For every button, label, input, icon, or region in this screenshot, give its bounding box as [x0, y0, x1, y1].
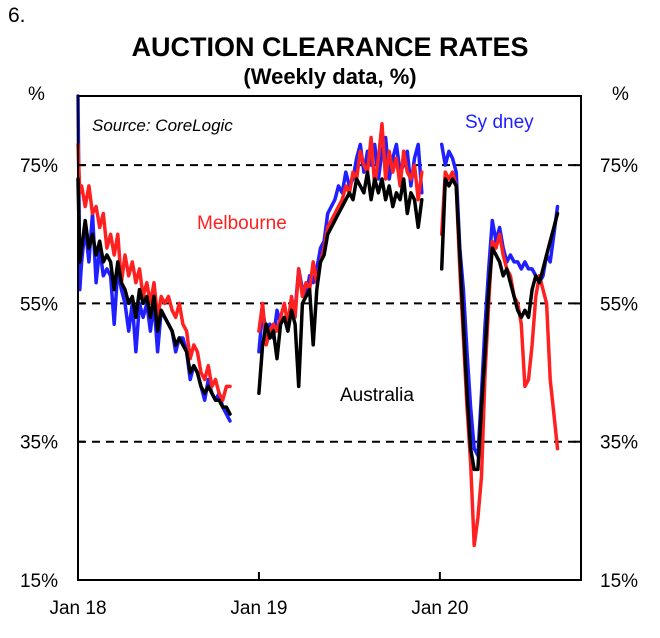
y-tick-label-right-55: 55%: [600, 294, 638, 315]
annotation-melbourne: Melbourne: [197, 213, 287, 234]
source-label: Source: CoreLogic: [92, 116, 233, 135]
series-australia-line-1: [76, 177, 232, 416]
x-tick-label-jan-19: Jan 19: [230, 598, 287, 619]
series-australia-line-2: [257, 170, 424, 396]
figure-number: 6.: [8, 4, 26, 27]
x-tick-label-jan-20: Jan 20: [411, 598, 468, 619]
y-tick-label-left-15: 15%: [20, 571, 58, 592]
y-tick-label-left-35: 35%: [20, 433, 58, 454]
y-tick-label-left-55: 55%: [20, 294, 58, 315]
series-melbourne-line-1: [76, 142, 232, 402]
annotation-sydney: Sy dney: [465, 112, 534, 133]
left-axis-unit: %: [28, 84, 45, 105]
chart-subtitle: (Weekly data, %): [243, 64, 416, 89]
series-sydney-line-3: [439, 142, 560, 458]
y-tick-label-right-15: 15%: [600, 571, 638, 592]
annotation-australia: Australia: [340, 385, 414, 406]
right-axis-unit: %: [612, 84, 629, 105]
series-australia-line-3: [439, 177, 560, 472]
series-melbourne-line-2: [257, 121, 424, 347]
y-tick-label-right-75: 75%: [600, 156, 638, 177]
y-tick-label-right-35: 35%: [600, 433, 638, 454]
plot-frame: [77, 95, 582, 581]
x-tick-label-jan-18: Jan 18: [49, 598, 106, 619]
y-tick-label-left-75: 75%: [20, 156, 58, 177]
chart-title: AUCTION CLEARANCE RATES: [132, 32, 529, 62]
